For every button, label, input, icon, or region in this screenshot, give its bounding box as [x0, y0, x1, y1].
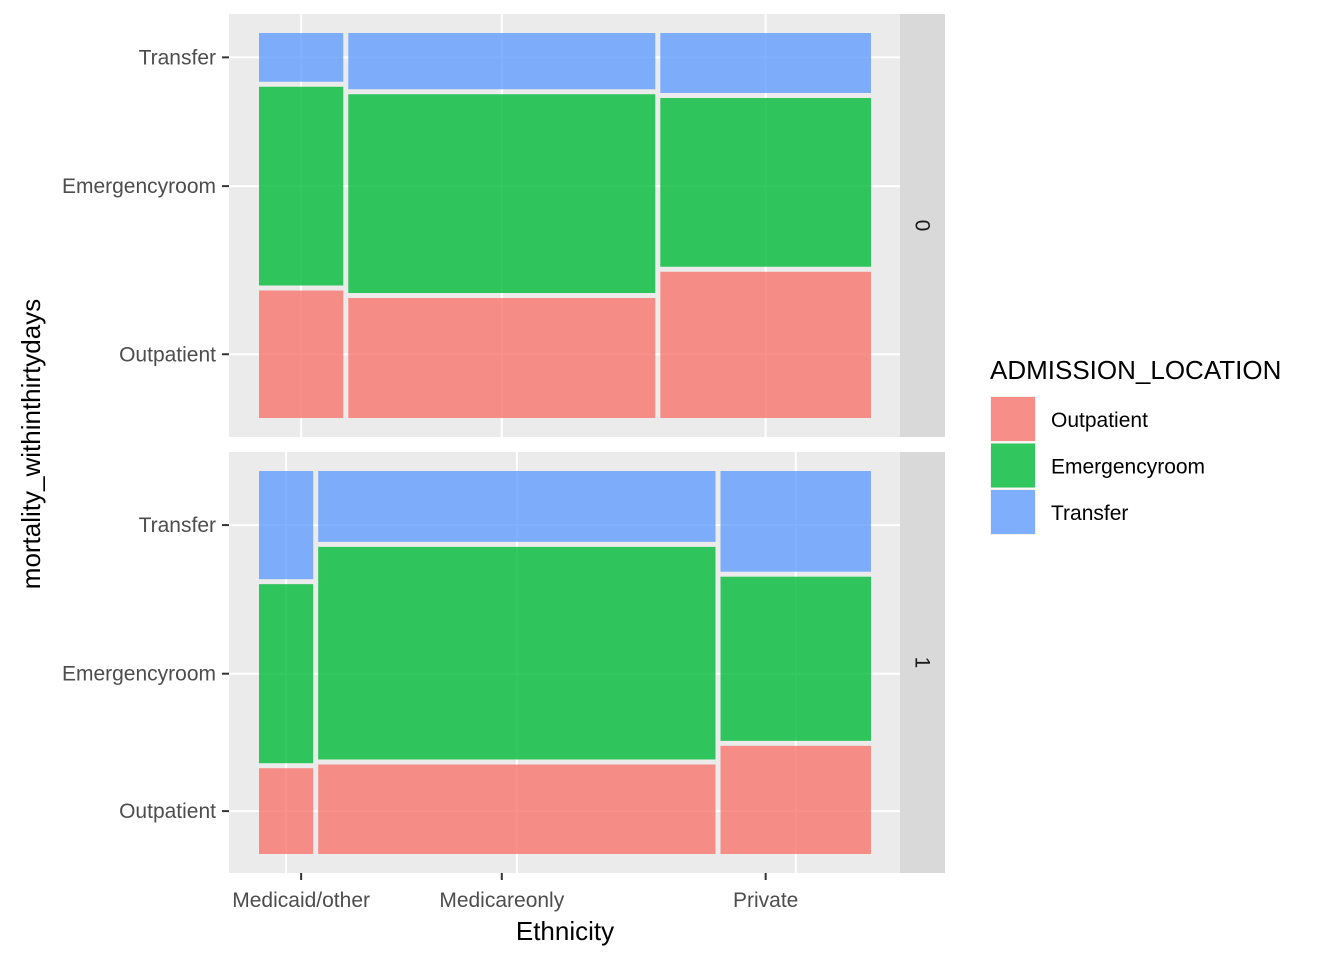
tile-private-emergencyroom — [660, 98, 871, 267]
x-tick-label: Private — [733, 889, 798, 912]
legend-key-transfer — [991, 490, 1035, 534]
facet-panels: OutpatientEmergencyroomTransfer0Outpatie… — [62, 14, 945, 912]
y-tick-label: Transfer — [139, 514, 216, 537]
legend-label: Outpatient — [1051, 409, 1148, 432]
tile-medicaid-other-transfer — [259, 471, 314, 580]
tile-medicaid-other-transfer — [259, 33, 344, 82]
facet-strip-label: 0 — [911, 220, 934, 232]
y-tick-label: Outpatient — [119, 800, 216, 823]
tile-medicareonly-emergencyroom — [318, 546, 716, 760]
legend: ADMISSION_LOCATION Outpatient Emergencyro… — [990, 355, 1281, 535]
tile-medicaid-other-emergencyroom — [259, 86, 344, 286]
y-tick-label: Transfer — [139, 46, 216, 69]
y-tick-label: Emergencyroom — [62, 175, 216, 198]
tile-medicaid-other-emergencyroom — [259, 584, 314, 764]
tile-private-outpatient — [660, 271, 871, 418]
y-tick-label: Emergencyroom — [62, 663, 216, 686]
facet-panel-0: Outpatient Emergencyroom Transfer 0 — [62, 14, 945, 437]
y-axis-title: mortality_withinthirtydays — [16, 299, 46, 589]
tile-medicaid-other-outpatient — [259, 768, 314, 854]
tile-medicareonly-transfer — [348, 33, 656, 90]
tile-medicareonly-emergencyroom — [348, 94, 656, 293]
tile-medicareonly-outpatient — [348, 298, 656, 418]
facet-strip — [900, 452, 945, 873]
tile-private-transfer — [720, 471, 871, 572]
tile-private-outpatient — [720, 745, 871, 854]
x-tick-label: Medicaid/other — [232, 889, 370, 912]
x-axis-title: Ethnicity — [516, 916, 614, 946]
facet-panel-1: Outpatient Emergencyroom Transfer 1 — [62, 452, 945, 873]
tile-medicareonly-transfer — [318, 471, 716, 542]
legend-key-outpatient — [991, 397, 1035, 441]
legend-title: ADMISSION_LOCATION — [990, 355, 1281, 385]
x-tick-label: Medicareonly — [439, 889, 564, 912]
facet-strip — [900, 14, 945, 437]
legend-label: Emergencyroom — [1051, 456, 1205, 479]
tile-medicaid-other-outpatient — [259, 290, 344, 418]
facet-strip-label: 1 — [911, 657, 934, 669]
legend-label: Transfer — [1051, 502, 1128, 525]
tile-private-transfer — [660, 33, 871, 93]
tile-medicareonly-outpatient — [318, 764, 716, 854]
tile-private-emergencyroom — [720, 576, 871, 741]
y-tick-label: Outpatient — [119, 343, 216, 366]
legend-key-emergencyroom — [991, 443, 1035, 488]
x-axis: Medicaid/other Medicareonly Private — [232, 873, 798, 912]
